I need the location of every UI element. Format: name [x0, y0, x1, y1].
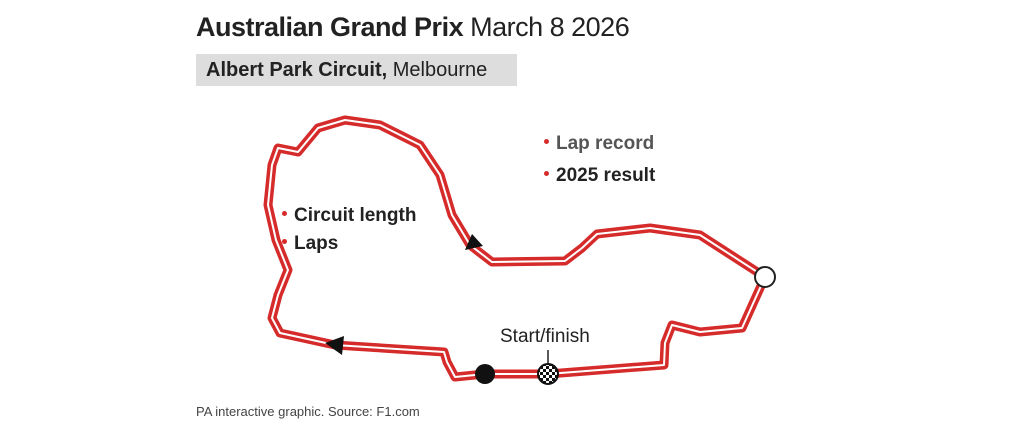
subtitle: Albert Park Circuit, Melbourne	[196, 54, 517, 86]
direction-arrow	[325, 336, 344, 355]
start-finish-marker	[537, 363, 559, 385]
start-finish-label: Start/finish	[500, 326, 590, 347]
label-laps: Laps	[282, 233, 338, 255]
footer: PA interactive graphic. Source: F1.com	[196, 404, 420, 419]
circuit-name: Albert Park Circuit,	[206, 59, 388, 81]
title-date: March 8 2026	[470, 12, 630, 42]
marker-black	[475, 364, 495, 384]
title-main: Australian Grand Prix	[196, 12, 464, 42]
title: Australian Grand Prix March 8 2026	[196, 12, 630, 43]
label-2025-result: 2025 result	[544, 165, 655, 187]
direction-arrow	[465, 234, 483, 250]
marker-white	[754, 266, 776, 288]
label-lap-record: Lap record	[544, 133, 654, 155]
track-inner	[267, 119, 766, 378]
label-circuit-length: Circuit length	[282, 205, 416, 227]
city: Melbourne	[392, 59, 488, 81]
